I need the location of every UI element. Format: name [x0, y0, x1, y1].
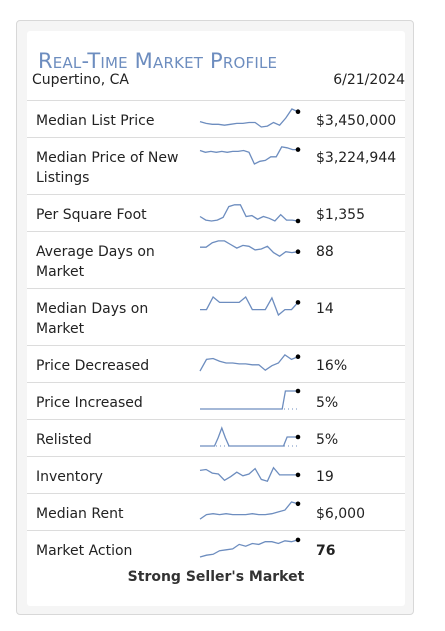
- metric-row: Median Rent $6,000: [27, 494, 405, 531]
- metric-label: Market Action: [36, 543, 133, 559]
- metric-label: Average Days on Market: [36, 244, 155, 280]
- metric-label: Relisted: [36, 432, 92, 448]
- metric-value: 88: [316, 244, 334, 260]
- sparkline: [200, 426, 301, 447]
- metric-row: Relisted 5%: [27, 420, 405, 457]
- metric-label: Median Price of New Listings: [36, 150, 179, 186]
- metric-row: Price Increased 5%: [27, 383, 405, 420]
- metric-row: Per Square Foot $1,355: [27, 195, 405, 232]
- metric-value: $1,355: [316, 207, 365, 223]
- sparkline-endpoint: [295, 472, 301, 478]
- metric-label: Median Rent: [36, 506, 124, 522]
- metric-row: Median Price of New Listings $3,224,944: [27, 138, 405, 195]
- sparkline: [200, 240, 301, 257]
- metric-value: $3,224,944: [316, 150, 397, 166]
- sparkline-endpoint: [295, 388, 301, 394]
- metric-value: 5%: [316, 395, 339, 411]
- market-profile-card: Real-Time Market Profile: [27, 31, 405, 606]
- sparkline-endpoint: [295, 354, 301, 359]
- metric-label: Per Square Foot: [36, 207, 147, 223]
- sparkline: [200, 295, 301, 317]
- sparkline: [199, 354, 301, 372]
- metric-row: Price Decreased 16%: [27, 346, 405, 383]
- sparkline-endpoint: [295, 147, 301, 152]
- metric-value: 14: [316, 301, 334, 317]
- metric-label: Price Decreased: [36, 358, 150, 374]
- sparkline-endpoint: [295, 109, 301, 114]
- sparkline-endpoint: [295, 501, 301, 507]
- sparkline: [199, 204, 301, 224]
- sparkline-line: [200, 390, 298, 410]
- market-summary: Strong Seller's Market: [127, 569, 305, 585]
- sparkline-endpoint: [295, 300, 301, 305]
- date-label: 6/21/2024: [333, 72, 405, 88]
- metric-label: Inventory: [36, 469, 103, 485]
- sparkline: [199, 537, 301, 558]
- metric-row: Inventory 19: [27, 457, 405, 494]
- sparkline-endpoint: [295, 434, 301, 440]
- metric-value: $6,000: [316, 506, 365, 522]
- sparkline: [199, 146, 301, 165]
- sparkline-line: [199, 354, 299, 372]
- sparkline-line: [200, 426, 298, 447]
- metric-label: Median Days on Market: [36, 301, 149, 337]
- metric-value: $3,450,000: [316, 113, 397, 129]
- metric-label: Median List Price: [36, 113, 155, 129]
- metric-row: Median Days on Market 14: [27, 289, 405, 346]
- sparkline: [199, 108, 301, 128]
- market-profile-widget: Real-Time Market Profile: [16, 20, 414, 615]
- sparkline-endpoint: [295, 249, 301, 254]
- sparkline: [199, 466, 301, 482]
- sparkline-line: [199, 466, 298, 482]
- sparkline: [199, 501, 301, 520]
- sparkline-line: [200, 295, 299, 317]
- metric-label: Price Increased: [36, 395, 143, 411]
- sparkline-line: [199, 539, 299, 558]
- metric-value: 5%: [316, 432, 339, 448]
- sparkline-endpoint: [295, 537, 301, 543]
- metric-value: 19: [316, 469, 334, 485]
- sparkline-line: [199, 501, 299, 520]
- metric-value: 76: [316, 543, 336, 559]
- sparkline-line: [199, 146, 298, 165]
- location-label: Cupertino, CA: [32, 72, 129, 88]
- metrics-table: Median List Price $3,450,000 Median Price …: [27, 100, 405, 568]
- widget-title: Real-Time Market Profile: [38, 49, 278, 73]
- metric-row: Median List Price $3,450,000: [27, 101, 405, 138]
- sparkline: [200, 388, 301, 410]
- sparkline-endpoint: [295, 218, 301, 224]
- sparkline-line: [199, 204, 299, 222]
- sparkline-line: [199, 108, 299, 128]
- metric-row: Average Days on Market 88: [27, 232, 405, 289]
- metric-row: Market Action 76: [27, 531, 405, 568]
- sparkline-line: [200, 240, 299, 257]
- metric-value: 16%: [316, 358, 348, 374]
